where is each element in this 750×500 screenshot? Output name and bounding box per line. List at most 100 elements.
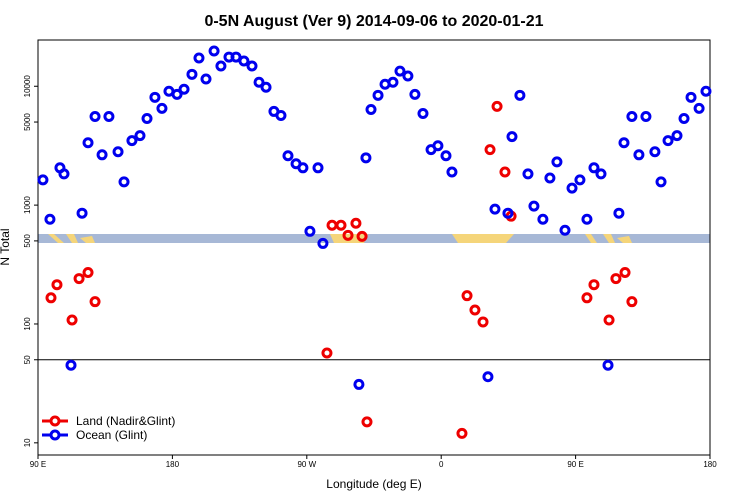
point: [193, 52, 205, 64]
point: [484, 144, 496, 156]
point: [297, 162, 309, 174]
point: [649, 146, 661, 158]
point: [96, 149, 108, 161]
point: [551, 156, 563, 168]
legend-marker: [49, 429, 61, 441]
point: [700, 85, 712, 97]
point: [282, 150, 294, 162]
y-tick-label: 500: [23, 234, 32, 248]
point: [461, 290, 473, 302]
x-axis-label: Longitude (deg E): [326, 477, 421, 491]
point: [44, 213, 56, 225]
point: [82, 267, 94, 279]
point: [356, 230, 368, 242]
point: [89, 296, 101, 308]
point: [361, 416, 373, 428]
point: [149, 91, 161, 103]
point: [528, 200, 540, 212]
point: [350, 217, 362, 229]
point: [387, 76, 399, 88]
map-strip: [38, 234, 710, 243]
point: [304, 225, 316, 237]
point: [440, 150, 452, 162]
x-tick-label: 90 E: [567, 460, 583, 469]
point: [446, 166, 458, 178]
point: [317, 237, 329, 249]
point: [581, 213, 593, 225]
y-axis-label: N Total: [0, 228, 12, 265]
point: [134, 130, 146, 142]
x-tick-label: 180: [166, 460, 180, 469]
point: [365, 103, 377, 115]
point: [335, 219, 347, 231]
y-tick-label: 1000: [23, 196, 32, 214]
y-tick-label: 5000: [23, 113, 32, 131]
point: [588, 279, 600, 291]
point: [275, 109, 287, 121]
point: [482, 371, 494, 383]
x-tick-label: 0: [439, 460, 444, 469]
point: [58, 168, 70, 180]
x-tick-label: 90 W: [297, 460, 316, 469]
point: [65, 359, 77, 371]
point: [156, 102, 168, 114]
point: [141, 113, 153, 125]
land-strip: [452, 234, 514, 243]
x-tick-label: 180: [703, 460, 717, 469]
point: [559, 224, 571, 236]
point: [238, 55, 250, 67]
point: [112, 146, 124, 158]
point: [37, 174, 49, 186]
point: [633, 149, 645, 161]
point: [186, 68, 198, 80]
point: [372, 89, 384, 101]
point: [178, 83, 190, 95]
point: [595, 168, 607, 180]
point: [89, 110, 101, 122]
point: [402, 70, 414, 82]
point: [51, 279, 63, 291]
point: [499, 166, 511, 178]
y-tick-label: 100: [23, 317, 32, 331]
point: [253, 76, 265, 88]
point: [588, 162, 600, 174]
point: [73, 273, 85, 285]
point: [626, 110, 638, 122]
point: [342, 229, 354, 241]
point: [618, 137, 630, 149]
point: [502, 207, 514, 219]
point: [537, 213, 549, 225]
point: [246, 60, 258, 72]
point: [200, 73, 212, 85]
point: [626, 296, 638, 308]
point: [45, 292, 57, 304]
y-tick-label: 10: [23, 438, 32, 447]
point: [353, 378, 365, 390]
point: [118, 176, 130, 188]
point: [312, 162, 324, 174]
point: [522, 168, 534, 180]
point: [66, 314, 78, 326]
y-tick-label: 10000: [23, 75, 32, 98]
legend-marker: [49, 415, 61, 427]
point: [126, 135, 138, 147]
point: [321, 347, 333, 359]
legend-label: Ocean (Glint): [76, 428, 147, 442]
y-tick-label: 50: [23, 355, 32, 364]
land-strip: [48, 234, 95, 243]
point: [417, 107, 429, 119]
point: [693, 102, 705, 114]
point: [360, 152, 372, 164]
point: [602, 359, 614, 371]
point: [640, 110, 652, 122]
point: [603, 314, 615, 326]
point: [215, 60, 227, 72]
point: [678, 113, 690, 125]
point: [613, 207, 625, 219]
point: [566, 182, 578, 194]
point: [619, 267, 631, 279]
point: [456, 427, 468, 439]
point: [685, 91, 697, 103]
